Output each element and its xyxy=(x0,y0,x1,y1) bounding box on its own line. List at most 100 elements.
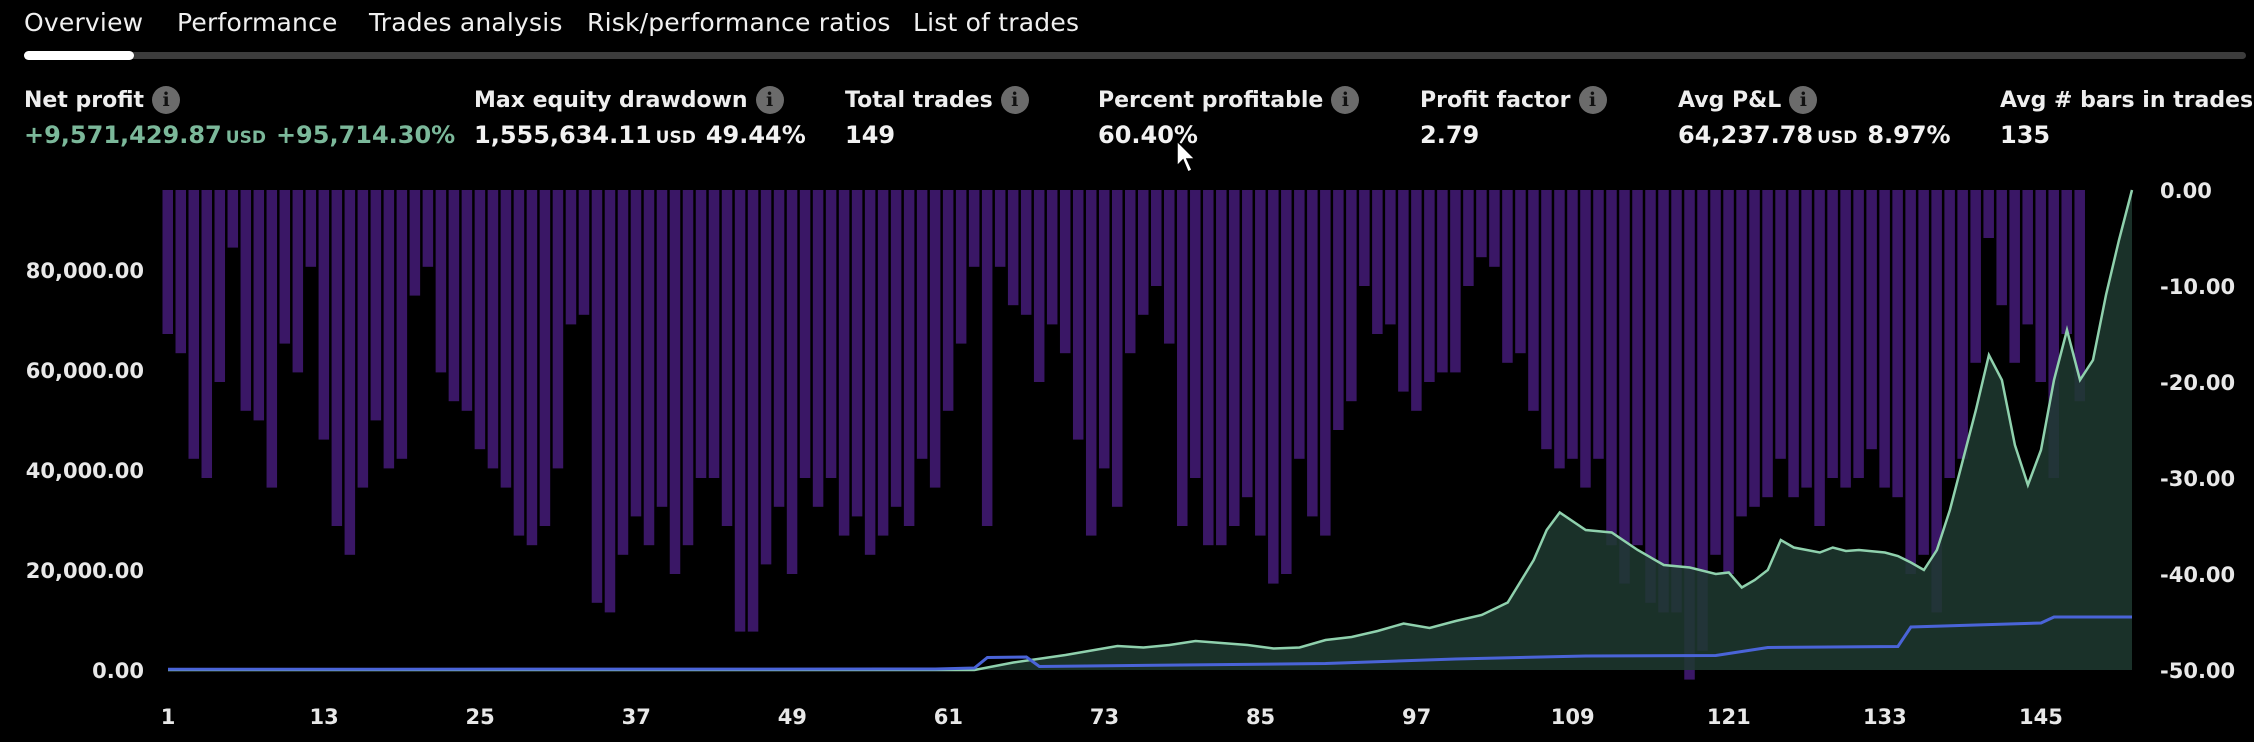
stat-label: Avg # bars in trades xyxy=(2000,87,2254,113)
tab-performance[interactable]: Performance xyxy=(177,8,338,37)
drawdown-bar xyxy=(461,190,473,411)
drawdown-bar xyxy=(1229,190,1240,526)
drawdown-bar xyxy=(617,190,629,555)
drawdown-bar xyxy=(1593,190,1604,459)
drawdown-bar xyxy=(734,190,746,632)
drawdown-bar xyxy=(1814,190,1825,526)
drawdown-bar xyxy=(604,190,616,613)
drawdown-bar xyxy=(1983,190,1994,238)
x-axis-tick-label: 61 xyxy=(934,705,963,729)
drawdown-bar xyxy=(2035,190,2046,382)
drawdown-bar xyxy=(669,190,681,574)
info-icon[interactable]: i xyxy=(1000,86,1029,114)
drawdown-bar xyxy=(1931,190,1942,613)
left-axis-tick-label: 20,000.00 xyxy=(26,559,144,583)
active-tab-indicator xyxy=(24,51,134,60)
drawdown-bar xyxy=(825,190,837,478)
drawdown-bar xyxy=(721,190,733,526)
drawdown-bar xyxy=(1372,190,1383,334)
drawdown-bar xyxy=(1190,190,1201,478)
drawdown-bar xyxy=(1879,190,1890,488)
drawdown-bar xyxy=(253,190,265,421)
tab-overview[interactable]: Overview xyxy=(24,8,144,37)
x-axis-tick-label: 97 xyxy=(1402,705,1431,729)
net-profit-percent: +95,714.30% xyxy=(275,121,456,149)
drawdown-bar xyxy=(487,190,499,469)
drawdown-bar xyxy=(1697,190,1708,651)
currency-label: USD xyxy=(655,128,696,148)
drawdown-bar xyxy=(1216,190,1227,546)
tab-bar: Overview Performance Trades analysis Ris… xyxy=(0,0,2254,60)
drawdown-bar xyxy=(370,190,382,421)
info-icon[interactable]: i xyxy=(152,86,181,114)
tab-trades-analysis[interactable]: Trades analysis xyxy=(369,8,563,37)
info-icon[interactable]: i xyxy=(1789,86,1818,114)
drawdown-bar xyxy=(227,190,239,248)
drawdown-bar xyxy=(1567,190,1578,459)
stat-total-trades: Total trades i 149 xyxy=(845,84,1029,152)
drawdown-bar xyxy=(1892,190,1903,498)
drawdown-bar xyxy=(422,190,434,267)
right-axis-tick-label: -10.00 xyxy=(2160,275,2235,299)
x-axis-tick-label: 1 xyxy=(161,705,176,729)
drawdown-bar xyxy=(1970,190,1981,363)
drawdown-bar xyxy=(1450,190,1461,373)
drawdown-bar xyxy=(1033,190,1045,382)
drawdown-bar xyxy=(1463,190,1474,286)
drawdown-bar xyxy=(1515,190,1526,354)
x-axis-tick-label: 49 xyxy=(778,705,807,729)
drawdown-bar xyxy=(2022,190,2033,325)
drawdown-bar xyxy=(2048,190,2059,478)
info-icon[interactable]: i xyxy=(1331,86,1360,114)
right-axis-tick-label: -30.00 xyxy=(2160,467,2235,491)
tab-list-of-trades[interactable]: List of trades xyxy=(913,8,1080,37)
drawdown-bar xyxy=(1489,190,1500,267)
total-trades-value: 149 xyxy=(845,121,896,149)
drawdown-bar xyxy=(1164,190,1175,344)
mouse-pointer-icon xyxy=(1176,140,1197,174)
stat-value: 60.40% xyxy=(1098,118,1359,152)
drawdown-bar xyxy=(201,190,213,478)
drawdown-bar xyxy=(513,190,525,536)
drawdown-bar xyxy=(864,190,876,555)
drawdown-bar xyxy=(1124,190,1136,354)
drawdown-bar xyxy=(539,190,551,526)
drawdown-bar xyxy=(1658,190,1669,613)
drawdown-bar xyxy=(1905,190,1916,574)
drawdown-bar xyxy=(1528,190,1539,411)
drawdown-bar xyxy=(175,190,187,354)
x-axis-tick-label: 25 xyxy=(466,705,495,729)
drawdown-bar xyxy=(1619,190,1630,584)
stat-label: Percent profitable xyxy=(1098,87,1324,113)
drawdown-bar xyxy=(1606,190,1617,546)
drawdown-bar xyxy=(1554,190,1565,469)
drawdown-bar xyxy=(1996,190,2007,306)
info-icon[interactable]: i xyxy=(755,86,784,114)
drawdown-bar xyxy=(1268,190,1279,584)
drawdown-bar xyxy=(1736,190,1747,517)
drawdown-bar xyxy=(643,190,655,546)
drawdown-bar xyxy=(1918,190,1929,555)
drawdown-bar xyxy=(1853,190,1864,478)
drawdown-bar xyxy=(877,190,889,536)
right-axis-tick-label: -40.00 xyxy=(2160,563,2235,587)
drawdown-bar xyxy=(396,190,408,459)
drawdown-bar xyxy=(1072,190,1084,440)
info-icon[interactable]: i xyxy=(1578,86,1607,114)
drawdown-bar xyxy=(1476,190,1487,258)
stat-label: Max equity drawdown xyxy=(474,87,748,113)
equity-chart[interactable]: 0.00 20,000.00 40,000.00 60,000.00 80,000.00… xyxy=(0,170,2254,742)
drawdown-bar xyxy=(1801,190,1812,488)
tab-risk-performance-ratios[interactable]: Risk/performance ratios xyxy=(587,8,891,37)
drawdown-bar xyxy=(1424,190,1435,382)
stat-profit-factor: Profit factor i 2.79 xyxy=(1420,84,1607,152)
currency-label: USD xyxy=(225,128,266,148)
drawdown-bar xyxy=(799,190,811,478)
drawdown-bar xyxy=(344,190,356,555)
drawdown-bar xyxy=(1320,190,1331,536)
drawdown-bar xyxy=(1502,190,1513,363)
drawdown-bar xyxy=(851,190,863,517)
drawdown-bar xyxy=(1020,190,1032,315)
left-axis-tick-label: 80,000.00 xyxy=(26,259,144,283)
